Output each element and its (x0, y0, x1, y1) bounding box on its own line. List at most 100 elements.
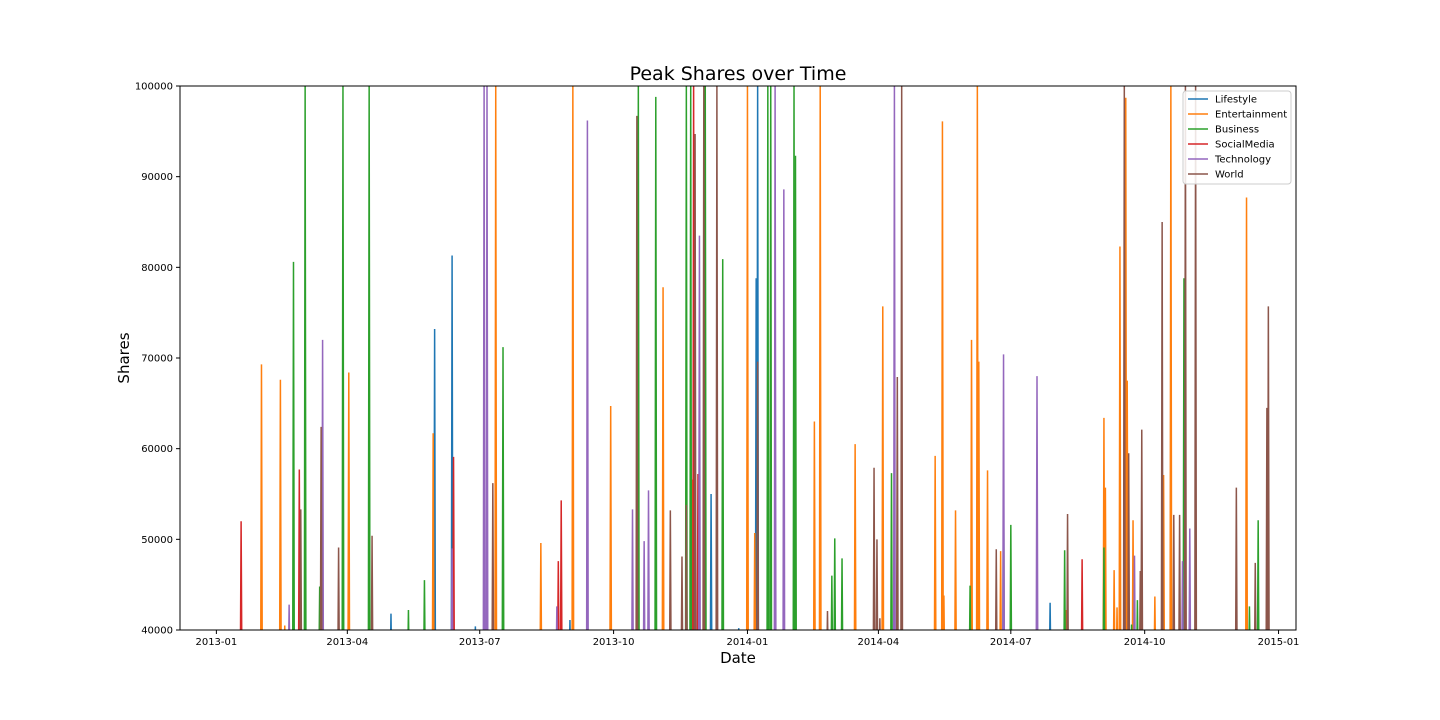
spike-technology-11 (773, 86, 777, 630)
spike-business-14 (766, 86, 770, 630)
spike-world-0 (299, 509, 303, 630)
x-tick-label: 2014-07 (990, 637, 1032, 648)
spike-entertainment-11 (745, 86, 749, 630)
spike-technology-0 (288, 604, 291, 630)
spike-world-14 (872, 467, 876, 630)
spike-entertainment-2 (283, 625, 286, 630)
series-layer (239, 86, 1270, 630)
spike-socialmedia-7 (1080, 559, 1084, 630)
spike-entertainment-36 (1153, 596, 1156, 630)
spike-business-1 (303, 86, 307, 630)
spike-business-13 (721, 259, 725, 630)
spike-entertainment-14 (812, 421, 816, 630)
spike-world-29 (1194, 86, 1198, 630)
spike-technology-14 (1002, 354, 1005, 630)
spike-business-27 (1130, 624, 1133, 630)
spike-entertainment-7 (571, 86, 575, 630)
spike-business-5 (407, 610, 410, 630)
spike-lifestyle-4 (474, 626, 477, 630)
spike-technology-8 (642, 541, 646, 630)
spike-business-3 (341, 86, 345, 630)
spike-entertainment-26 (999, 551, 1002, 630)
spike-entertainment-12 (753, 532, 757, 630)
spike-entertainment-38 (1169, 86, 1173, 630)
x-axis-title: Date (720, 649, 756, 667)
spike-world-13 (826, 610, 829, 630)
spike-technology-2 (450, 548, 454, 630)
x-tick-label: 2015-01 (1258, 637, 1300, 648)
spike-business-4 (367, 86, 371, 630)
spike-technology-4 (485, 86, 489, 630)
legend-label-technology: Technology (1214, 155, 1271, 166)
series-entertainment (260, 86, 1249, 630)
spike-entertainment-15 (818, 86, 822, 630)
spike-entertainment-6 (539, 542, 543, 630)
spike-entertainment-9 (661, 287, 665, 630)
spike-world-4 (491, 483, 495, 630)
spike-business-11 (689, 86, 693, 630)
spike-entertainment-22 (970, 339, 973, 630)
spike-lifestyle-5 (569, 620, 571, 630)
spike-entertainment-25 (986, 470, 989, 630)
spike-entertainment-30 (1112, 570, 1116, 630)
spike-entertainment-20 (942, 595, 946, 630)
y-tick-label: 60000 (141, 444, 173, 455)
spike-world-7 (680, 556, 684, 630)
spike-world-23 (1139, 571, 1142, 630)
spike-world-11 (715, 86, 719, 630)
spike-technology-10 (697, 235, 701, 630)
spike-lifestyle-7 (737, 628, 740, 630)
spike-world-6 (668, 510, 672, 630)
x-axis-ticks: 2013-01 2013-04 2013-07 2013-10 2014-01 2014-… (195, 630, 1299, 648)
spike-business-22 (968, 585, 972, 630)
spike-business-21 (890, 473, 893, 630)
spike-entertainment-8 (609, 406, 613, 630)
spike-world-15 (875, 539, 879, 630)
spike-entertainment-27 (1065, 610, 1068, 630)
spike-world-31 (1254, 562, 1257, 630)
x-tick-label: 2014-10 (1124, 637, 1166, 648)
spike-world-9 (693, 134, 697, 630)
spike-technology-17 (1133, 555, 1136, 630)
spike-business-7 (501, 347, 505, 630)
spike-technology-15 (1035, 376, 1039, 630)
x-tick-label: 2014-01 (727, 637, 769, 648)
y-tick-label: 40000 (141, 626, 173, 637)
spike-entertainment-19 (940, 121, 944, 630)
spike-business-17 (793, 155, 797, 630)
spike-world-25 (1160, 221, 1164, 630)
spike-entertainment-3 (347, 372, 351, 630)
y-axis-ticks: 40000 50000 60000 70000 80000 90000 100000 (135, 82, 180, 637)
spike-entertainment-1 (278, 379, 282, 630)
legend-box (1182, 90, 1292, 185)
spike-business-18 (830, 575, 834, 630)
x-tick-label: 2013-01 (195, 637, 237, 648)
spike-business-2 (318, 586, 321, 630)
spike-world-21 (1122, 86, 1126, 630)
x-tick-label: 2013-04 (326, 637, 368, 648)
spike-entertainment-5 (494, 86, 498, 630)
spike-world-33 (1266, 306, 1270, 630)
spike-business-30 (1248, 606, 1251, 630)
spike-business-20 (840, 558, 844, 630)
spike-entertainment-24 (977, 361, 981, 630)
series-world (299, 86, 1270, 630)
spike-socialmedia-3 (557, 561, 560, 630)
spike-business-25 (1063, 550, 1066, 630)
spike-technology-6 (585, 120, 589, 630)
legend-label-socialmedia: SocialMedia (1215, 140, 1275, 151)
legend-label-lifestyle: Lifestyle (1215, 95, 1257, 106)
spike-socialmedia-0 (239, 521, 243, 630)
x-tick-label: 2013-07 (459, 637, 501, 648)
y-axis-title: Shares (115, 332, 133, 383)
spike-world-24 (1140, 429, 1144, 630)
spike-entertainment-32 (1118, 246, 1122, 630)
x-tick-label: 2013-10 (593, 637, 635, 648)
spike-technology-5 (555, 606, 558, 630)
spike-entertainment-16 (853, 444, 857, 630)
x-tick-label: 2014-04 (858, 637, 900, 648)
spike-business-15 (769, 86, 773, 630)
spike-entertainment-39 (1245, 197, 1249, 630)
chart-title: Peak Shares over Time (630, 63, 847, 85)
